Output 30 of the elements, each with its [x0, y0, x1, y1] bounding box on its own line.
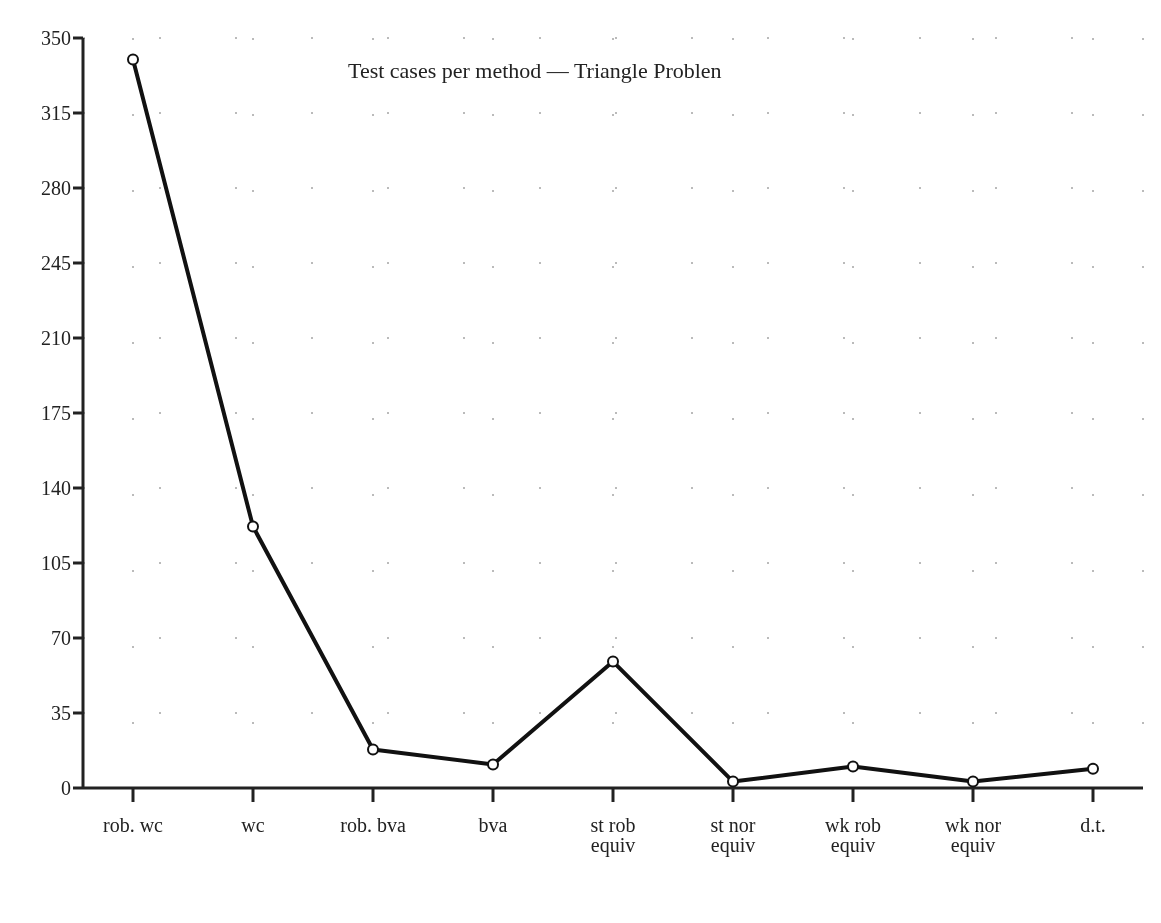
x-tick-label: bva: [478, 814, 508, 837]
y-tick-label: 210: [41, 327, 71, 350]
y-tick-label: 105: [41, 552, 71, 575]
y-tick-label: 315: [41, 102, 71, 125]
point: [607, 655, 619, 668]
x-tick-label: wk nor equiv: [944, 814, 1002, 858]
x-tick-label: rob. bva: [340, 814, 406, 837]
x-tick-label: wk rob equiv: [824, 814, 882, 858]
text: Test cases per method — Triangle Problen: [348, 58, 722, 84]
x-tick-label: wc: [241, 814, 265, 837]
x-tick-label: d.t.: [1080, 814, 1106, 837]
x-tick-label: st rob equiv: [590, 814, 636, 858]
y-tick-label: 245: [41, 252, 71, 275]
point: [127, 53, 139, 66]
y-tick-label: 70: [51, 627, 71, 650]
y-tick-label: 35: [51, 702, 71, 725]
point: [1087, 762, 1099, 775]
x-tick-label: st nor equiv: [710, 814, 756, 858]
point: [367, 743, 379, 756]
y-tick-label: 0: [61, 777, 71, 800]
point: [727, 775, 739, 788]
y-tick-label: 175: [41, 402, 71, 425]
y-tick-label: 280: [41, 177, 71, 200]
point: [847, 760, 859, 773]
point: [967, 775, 979, 788]
x-tick-label: rob. wc: [103, 814, 164, 837]
y-tick-label: 350: [41, 27, 71, 50]
y-tick-label: 140: [41, 477, 71, 500]
point: [247, 520, 259, 533]
point: [487, 758, 499, 771]
